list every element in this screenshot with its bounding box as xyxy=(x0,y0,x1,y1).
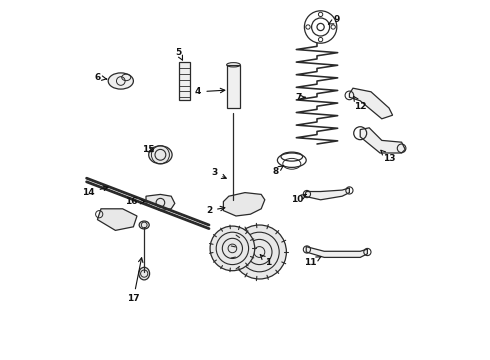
Text: 3: 3 xyxy=(211,168,226,179)
Text: 7: 7 xyxy=(296,93,305,102)
Circle shape xyxy=(210,226,255,271)
Text: 9: 9 xyxy=(328,15,340,24)
Polygon shape xyxy=(360,128,405,153)
Text: 6: 6 xyxy=(95,73,107,82)
Polygon shape xyxy=(98,209,137,230)
Polygon shape xyxy=(306,247,368,257)
Polygon shape xyxy=(349,88,392,119)
Circle shape xyxy=(232,225,286,279)
Text: 10: 10 xyxy=(291,194,306,204)
Text: 14: 14 xyxy=(82,186,108,197)
Text: 1: 1 xyxy=(260,255,271,267)
Text: 11: 11 xyxy=(303,256,321,267)
Text: 12: 12 xyxy=(354,96,367,111)
Ellipse shape xyxy=(139,221,149,229)
Text: 15: 15 xyxy=(142,145,154,154)
Ellipse shape xyxy=(139,267,149,280)
Ellipse shape xyxy=(148,146,172,164)
Text: 4: 4 xyxy=(195,87,225,96)
Text: 8: 8 xyxy=(272,166,284,176)
FancyBboxPatch shape xyxy=(227,65,240,108)
Polygon shape xyxy=(146,194,175,211)
Text: 13: 13 xyxy=(381,150,395,163)
Polygon shape xyxy=(304,188,349,200)
Polygon shape xyxy=(223,193,265,216)
Text: 16: 16 xyxy=(125,197,145,206)
Text: 5: 5 xyxy=(175,48,183,60)
Text: 17: 17 xyxy=(127,258,143,303)
Text: 2: 2 xyxy=(206,206,225,215)
FancyBboxPatch shape xyxy=(179,62,190,100)
Ellipse shape xyxy=(108,73,133,89)
